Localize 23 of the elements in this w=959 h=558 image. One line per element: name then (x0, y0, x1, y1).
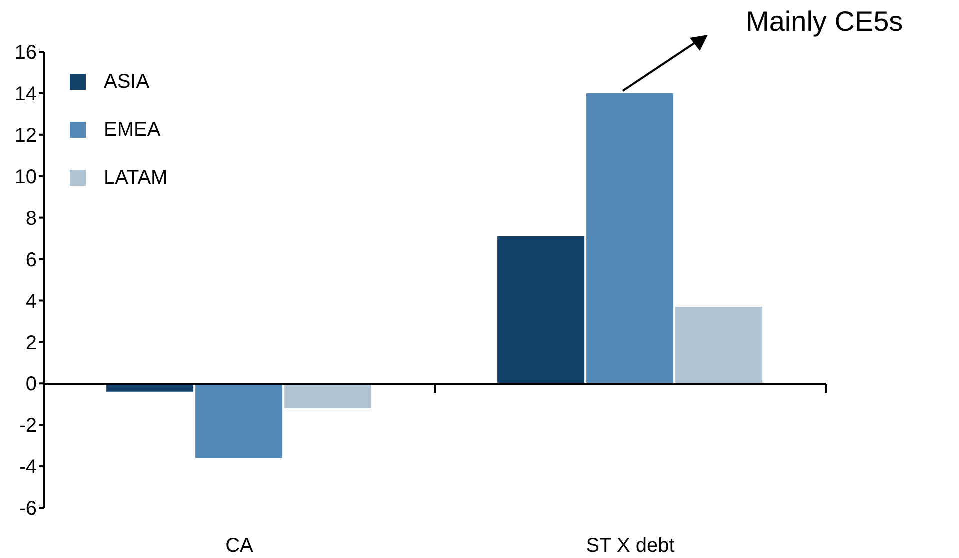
bar (196, 384, 283, 458)
y-tick-label: -4 (19, 456, 37, 479)
y-tick-label: -2 (19, 415, 37, 438)
y-tick-label: 0 (26, 374, 37, 396)
legend-label: ASIA (104, 70, 150, 94)
y-tick-label: 6 (26, 249, 37, 272)
y-tick-label: 14 (14, 84, 37, 106)
x-tick-label: CA (226, 535, 254, 558)
y-tick-label: 8 (26, 208, 37, 230)
y-tick-label: 2 (26, 332, 37, 354)
bar (586, 93, 674, 384)
bar (284, 384, 372, 409)
y-tick-label: 4 (26, 290, 37, 313)
bar (676, 306, 763, 384)
y-tick-label: 12 (14, 125, 37, 148)
y-tick-label: 10 (14, 166, 37, 188)
legend-label: EMEA (104, 118, 161, 142)
text: Mainly CE5s (746, 6, 904, 38)
legend-label: LATAM (104, 166, 168, 190)
bar (498, 236, 585, 384)
y-tick-label: 16 (14, 42, 37, 64)
y-tick-label: -6 (19, 498, 37, 520)
x-tick-label: ST X debt (586, 535, 676, 558)
